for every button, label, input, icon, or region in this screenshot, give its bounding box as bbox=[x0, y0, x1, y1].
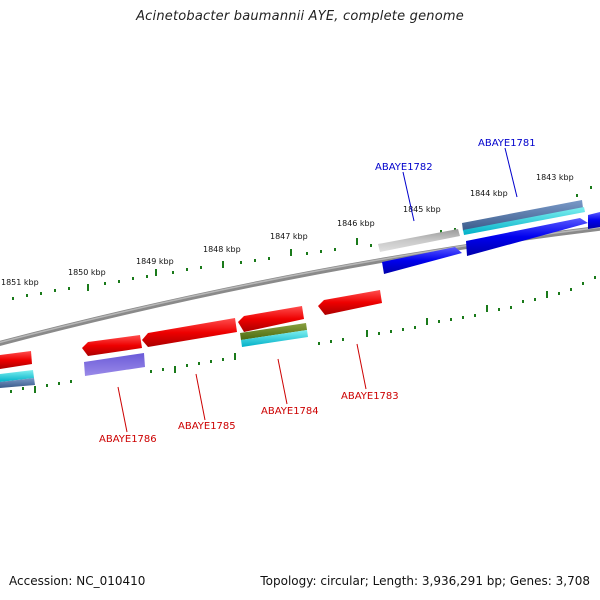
tick-label-1844: 1844 kbp bbox=[470, 189, 508, 198]
gene-arrow-abaye1786[interactable] bbox=[82, 335, 142, 356]
forward-features bbox=[378, 200, 600, 274]
gene-label-abaye1786[interactable]: ABAYE1786 bbox=[99, 434, 157, 445]
label-leaders bbox=[117, 147, 518, 433]
tick-label-1845: 1845 kbp bbox=[403, 205, 441, 214]
gene-label-abaye1782[interactable]: ABAYE1782 bbox=[375, 162, 433, 173]
tick-label-1843: 1843 kbp bbox=[536, 173, 574, 182]
gene-arrow-abaye1783[interactable] bbox=[318, 290, 382, 315]
feature-purple[interactable] bbox=[84, 353, 145, 376]
leader-abaye1786 bbox=[117, 386, 128, 433]
tick-label-1849: 1849 kbp bbox=[136, 257, 174, 266]
gene-arrow-abaye1785[interactable] bbox=[142, 318, 237, 347]
gene-label-abaye1784[interactable]: ABAYE1784 bbox=[261, 406, 319, 417]
gene-label-abaye1781[interactable]: ABAYE1781 bbox=[478, 138, 536, 149]
feature-cyan[interactable] bbox=[463, 207, 585, 235]
leader-abaye1782 bbox=[402, 171, 415, 222]
tick-label-1851: 1851 kbp bbox=[1, 278, 39, 287]
feature-grey[interactable] bbox=[378, 229, 460, 252]
leader-abaye1781 bbox=[504, 147, 518, 198]
leader-abaye1785 bbox=[195, 373, 206, 421]
leader-abaye1784 bbox=[277, 358, 288, 405]
feature-steel[interactable] bbox=[462, 200, 583, 231]
accession-text: Accession: NC_010410 bbox=[9, 574, 146, 588]
tick-label-1847: 1847 kbp bbox=[270, 232, 308, 241]
genome-title: Acinetobacter baumannii AYE, complete ge… bbox=[136, 9, 464, 24]
tick-label-1848: 1848 kbp bbox=[203, 245, 241, 254]
feature-cyan-1784[interactable] bbox=[241, 330, 308, 347]
gene-label-abaye1783[interactable]: ABAYE1783 bbox=[341, 391, 399, 402]
gene-label-abaye1785[interactable]: ABAYE1785 bbox=[178, 421, 236, 432]
feature-olive[interactable] bbox=[240, 323, 307, 340]
gene-arrow-abaye1782[interactable] bbox=[382, 247, 462, 274]
gene-arrow-edge-right[interactable] bbox=[588, 212, 600, 229]
feature-steel-left[interactable] bbox=[0, 378, 35, 388]
tick-label-1846: 1846 kbp bbox=[337, 219, 375, 228]
leader-abaye1783 bbox=[356, 343, 367, 390]
gene-arrow-edge-left[interactable] bbox=[0, 351, 32, 369]
topology-text: Topology: circular; Length: 3,936,291 bp… bbox=[260, 574, 590, 588]
lower-tick-arc bbox=[10, 276, 596, 393]
reverse-features bbox=[0, 290, 382, 388]
gene-arrow-abaye1784[interactable] bbox=[238, 306, 304, 332]
gene-arrow-abaye1781[interactable] bbox=[466, 218, 588, 256]
tick-label-1850: 1850 kbp bbox=[68, 268, 106, 277]
